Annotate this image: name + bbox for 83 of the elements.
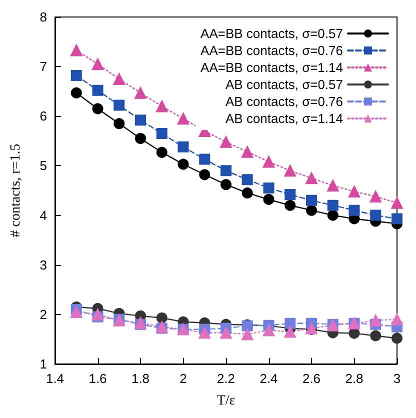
point (220, 326, 232, 339)
point (370, 330, 382, 342)
point (306, 194, 317, 206)
point (92, 84, 104, 96)
point (220, 136, 232, 148)
y-tick-label: 1 (40, 356, 47, 372)
point (327, 200, 338, 211)
point (92, 308, 104, 320)
point (263, 182, 274, 194)
point (92, 103, 104, 114)
point (242, 174, 253, 186)
y-tick-label: 4 (40, 208, 47, 223)
y-tick-label: 6 (40, 108, 47, 124)
point (70, 70, 82, 81)
point (177, 112, 190, 125)
point (134, 86, 146, 99)
y-tick-label: 5 (40, 158, 47, 174)
point (284, 200, 296, 211)
point (114, 118, 125, 130)
point (156, 100, 168, 112)
x-tick-label: 2.6 (302, 371, 321, 386)
point (284, 318, 296, 329)
point (198, 326, 211, 339)
legend-label: AB contacts, σ=1.14 (225, 111, 343, 126)
legend-label: AB contacts, σ=0.76 (225, 94, 343, 109)
point (370, 314, 382, 326)
point (135, 114, 146, 126)
x-tick-label: 3 (393, 371, 401, 386)
x-tick-label: 2.4 (260, 371, 278, 386)
point (392, 332, 402, 344)
point (370, 190, 382, 202)
point (284, 164, 296, 177)
point (220, 179, 232, 190)
x-tick-label: 2.8 (345, 371, 364, 386)
point (262, 324, 275, 336)
y-tick-label: 7 (40, 59, 47, 74)
x-tick-label: 1.8 (131, 371, 150, 386)
point (70, 44, 82, 56)
point (306, 172, 318, 184)
point (306, 204, 317, 216)
point (70, 87, 82, 98)
point (178, 141, 189, 152)
point (220, 165, 232, 176)
point (241, 146, 254, 158)
point (199, 169, 210, 180)
point (263, 194, 274, 205)
point (284, 326, 296, 338)
x-tick-label: 2 (180, 371, 187, 386)
point (114, 100, 125, 111)
point (348, 204, 360, 216)
point (392, 213, 402, 224)
point (327, 210, 338, 221)
point (284, 188, 296, 200)
point (391, 313, 403, 326)
point (348, 185, 360, 198)
x-tick-label: 2.2 (216, 371, 236, 386)
point (262, 156, 275, 168)
y-tick-label: 8 (40, 10, 47, 24)
point (70, 306, 82, 318)
point (326, 180, 339, 192)
y-axis-title: # contacts, r=1.5 (8, 144, 24, 238)
point (391, 196, 403, 209)
x-axis-title: T/ε (216, 394, 236, 408)
point (156, 146, 168, 158)
point (241, 328, 254, 340)
point (348, 328, 360, 339)
legend-label: AB contacts, σ=0.57 (225, 77, 343, 92)
point (156, 128, 168, 139)
legend-label: AA=BB contacts, σ=0.76 (200, 43, 343, 58)
point (370, 210, 382, 221)
point (92, 58, 104, 70)
point (113, 72, 126, 85)
x-tick-label: 1.4 (46, 371, 64, 386)
point (199, 154, 210, 165)
point (156, 312, 168, 324)
legend-label: AA=BB contacts, σ=1.14 (200, 60, 343, 75)
point (135, 132, 146, 144)
point (242, 187, 253, 198)
x-tick-label: 1.6 (88, 371, 107, 386)
point (178, 158, 189, 170)
y-tick-label: 2 (40, 306, 47, 322)
legend-label: AA=BB contacts, σ=0.57 (200, 26, 343, 41)
y-tick-label: 3 (40, 257, 47, 272)
